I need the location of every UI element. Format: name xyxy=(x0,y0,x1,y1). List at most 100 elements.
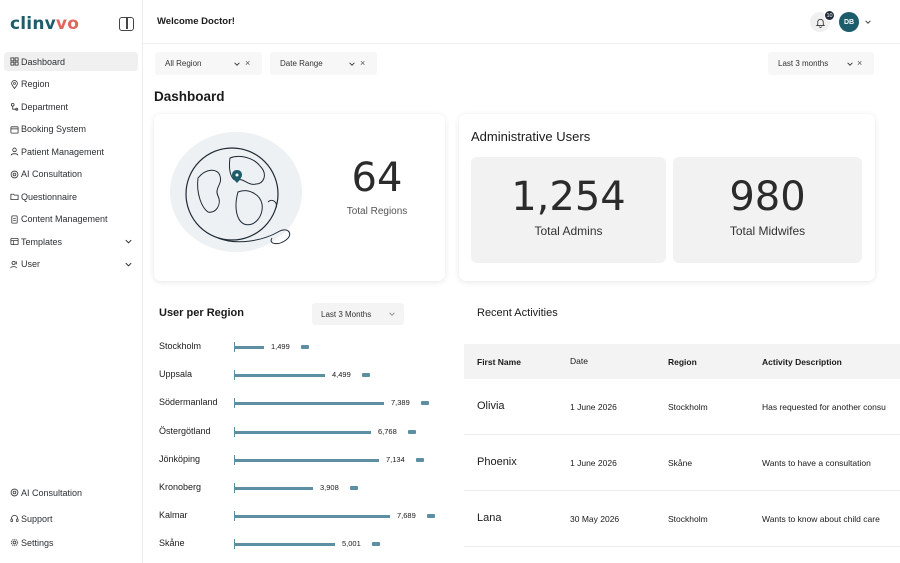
region-name: Södermanland xyxy=(159,397,218,408)
cell-date: 30 May 2026 xyxy=(570,514,620,524)
column-header: Date xyxy=(570,356,588,366)
region-filter[interactable]: All Region × xyxy=(155,52,262,75)
region-name: Stockholm xyxy=(159,341,202,351)
region-bar-row: Kalmar 7,689 xyxy=(159,510,449,524)
sidebar-item-content-management[interactable]: Content Management xyxy=(4,210,138,229)
logo[interactable]: clinvvo xyxy=(10,14,79,34)
region-filter-value: All Region xyxy=(165,59,202,68)
table-row[interactable]: Phoenix 1 June 2026 Skåne Wants to have … xyxy=(464,435,900,491)
region-value-label: 5,001 xyxy=(342,539,361,549)
region-legend-swatch xyxy=(420,401,429,406)
top-bar: Welcome Doctor! 10 DB xyxy=(143,0,900,44)
region-legend-swatch xyxy=(407,429,416,434)
sidebar-item-label: User xyxy=(21,259,41,269)
sidebar-item-label: Settings xyxy=(21,537,54,548)
sidebar-item-templates[interactable]: Templates xyxy=(4,232,138,251)
region-value-label: 7,389 xyxy=(391,398,410,408)
map-pin-icon xyxy=(9,79,19,89)
region-bar-row: Östergötland 6,768 xyxy=(159,426,449,440)
bell-icon xyxy=(815,18,825,28)
sidebar-item-settings[interactable]: Settings xyxy=(4,533,138,552)
ai-icon xyxy=(9,169,19,179)
cell-first-name: Lana xyxy=(477,512,502,524)
region-value-label: 6,768 xyxy=(378,426,397,436)
chevron-down-icon[interactable] xyxy=(124,260,133,269)
notification-badge: 10 xyxy=(824,10,835,21)
sidebar-item-label: AI Consultation xyxy=(21,487,83,498)
sidebar-item-patient-management[interactable]: Patient Management xyxy=(4,142,138,161)
total-midwifes-value: 980 xyxy=(729,174,806,220)
sidebar-item-user[interactable]: User xyxy=(4,255,138,274)
sidebar-item-ai-consultation-bottom[interactable]: AI Consultation xyxy=(4,483,138,502)
template-icon xyxy=(9,237,19,247)
sidebar-nav: Dashboard Region Department Booking Syst… xyxy=(4,52,138,277)
user-icon xyxy=(9,147,19,157)
sidebar-item-label: Support xyxy=(21,513,53,524)
cell-date: 1 June 2026 xyxy=(570,402,617,412)
chevron-down-icon[interactable] xyxy=(124,237,133,246)
chevron-down-icon[interactable] xyxy=(846,60,854,68)
globe-illustration xyxy=(168,128,308,258)
cell-activity: Has requested for another consu xyxy=(762,402,886,412)
department-icon xyxy=(9,102,19,112)
grid-icon xyxy=(9,57,19,67)
region-value-label: 1,499 xyxy=(271,342,290,351)
sidebar-item-label: Region xyxy=(21,79,50,89)
logo-main: clinv xyxy=(10,14,56,34)
chevron-down-icon xyxy=(389,312,395,316)
clear-icon[interactable]: × xyxy=(245,58,251,68)
cell-region: Stockholm xyxy=(668,514,708,524)
chevron-down-icon[interactable] xyxy=(348,60,356,68)
region-bar xyxy=(234,346,264,349)
region-value-label: 4,499 xyxy=(332,370,351,380)
region-bar-row: Södermanland 7,389 xyxy=(159,397,449,411)
sidebar-item-ai-consultation[interactable]: AI Consultation xyxy=(4,165,138,184)
clear-icon[interactable]: × xyxy=(360,58,366,68)
avatar[interactable]: DB xyxy=(839,12,859,32)
table-row[interactable]: Lana 30 May 2026 Stockholm Wants to know… xyxy=(464,491,900,547)
region-bar-row: Jönköping 7,134 xyxy=(159,454,449,468)
region-name: Uppsala xyxy=(159,369,193,380)
region-bar-row: Kronoberg 3,908 xyxy=(159,482,449,496)
document-icon xyxy=(9,214,19,224)
user-per-region-period-select[interactable]: Last 3 Months xyxy=(312,303,404,325)
sidebar-item-dashboard[interactable]: Dashboard xyxy=(4,52,138,71)
sidebar-item-label: Content Management xyxy=(21,214,108,224)
chevron-down-icon[interactable] xyxy=(864,18,872,26)
region-bar-row: Skåne 5,001 xyxy=(159,538,449,552)
sidebar-item-questionnaire[interactable]: Questionnaire xyxy=(4,187,138,206)
clear-icon[interactable]: × xyxy=(857,58,863,68)
cell-activity: Wants to know about child care xyxy=(762,514,880,524)
sidebar-toggle-icon[interactable] xyxy=(119,17,134,31)
cell-region: Stockholm xyxy=(668,402,708,412)
table-row[interactable]: Olivia 1 June 2026 Stockholm Has request… xyxy=(464,379,900,435)
sidebar-item-label: AI Consultation xyxy=(21,169,83,179)
region-bar xyxy=(234,543,335,547)
total-regions-label: Total Regions xyxy=(346,206,408,217)
date-range-filter[interactable]: Date Range × xyxy=(270,52,377,75)
sidebar-item-region[interactable]: Region xyxy=(4,75,138,94)
ai-icon xyxy=(9,488,19,498)
region-legend-swatch xyxy=(349,486,358,490)
total-admins-box xyxy=(471,157,666,263)
region-legend-swatch xyxy=(361,373,370,378)
sidebar-item-department[interactable]: Department xyxy=(4,97,138,116)
chevron-down-icon[interactable] xyxy=(233,60,241,68)
sidebar-bottom-nav: AI Consultation xyxy=(4,483,138,506)
region-bar xyxy=(234,402,384,406)
column-header: First Name xyxy=(477,357,521,367)
region-value-label: 3,908 xyxy=(320,483,339,492)
period-filter[interactable]: Last 3 months × xyxy=(768,52,874,75)
sidebar-item-label: Department xyxy=(21,101,69,112)
recent-activities-title: Recent Activities xyxy=(477,307,558,319)
column-header: Activity Description xyxy=(762,357,842,367)
activities-table-header: First Name Date Region Activity Descript… xyxy=(464,344,900,379)
user-per-region-title: User per Region xyxy=(159,307,244,319)
sidebar-item-support[interactable]: Support xyxy=(4,509,138,528)
sidebar-support: Support xyxy=(4,509,138,532)
sidebar-item-booking-system[interactable]: Booking System xyxy=(4,120,138,139)
logo-accent: vo xyxy=(55,14,80,34)
region-name: Kalmar xyxy=(159,510,188,521)
region-name: Kronoberg xyxy=(159,482,202,492)
region-bar xyxy=(234,487,313,490)
